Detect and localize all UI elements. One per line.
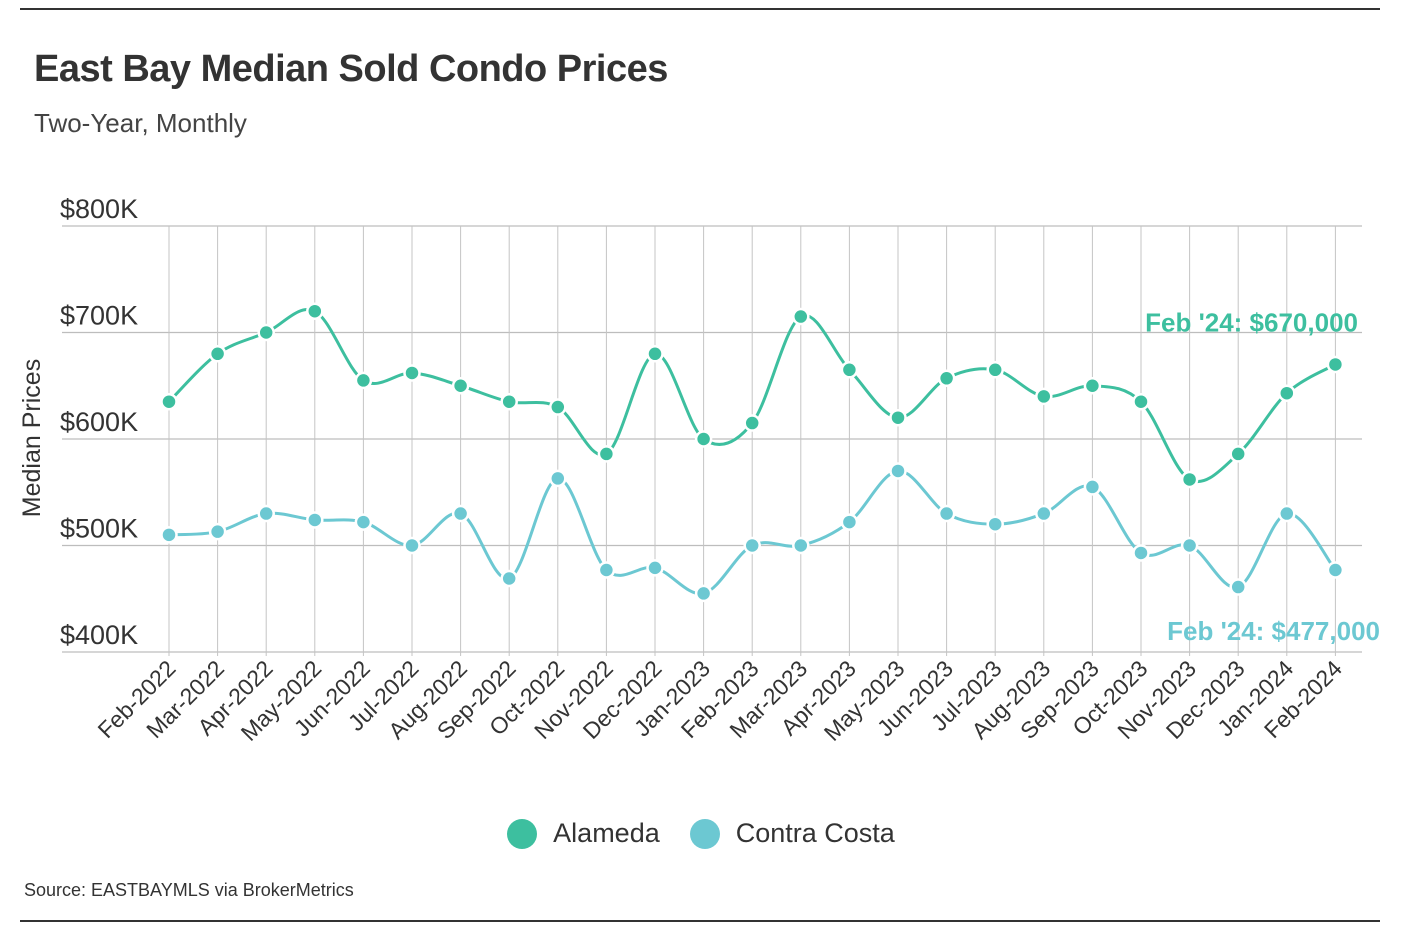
data-point-alameda[interactable] [306, 302, 324, 320]
data-point-alameda[interactable] [743, 414, 761, 432]
data-point-alameda[interactable] [937, 369, 956, 388]
data-point-contra-costa[interactable] [646, 559, 664, 577]
y-tick-label: $700K [60, 301, 138, 331]
data-point-alameda[interactable] [1132, 392, 1150, 411]
data-point-contra-costa[interactable] [451, 504, 470, 523]
data-point-contra-costa[interactable] [306, 511, 324, 529]
data-point-contra-costa[interactable] [792, 536, 810, 555]
chart-subtitle: Two-Year, Monthly [34, 108, 247, 138]
data-point-contra-costa[interactable] [549, 469, 567, 488]
legend-item-alameda[interactable]: Alameda [507, 818, 660, 849]
data-point-contra-costa[interactable] [937, 504, 956, 523]
legend: Alameda Contra Costa [0, 818, 1402, 849]
y-tick-label: $500K [60, 514, 138, 544]
data-point-alameda[interactable] [1180, 470, 1199, 489]
x-axis-ticks: Feb-2022Mar-2022Apr-2022May-2022Jun-2022… [93, 655, 1348, 746]
data-point-contra-costa[interactable] [354, 513, 373, 531]
data-point-alameda[interactable] [1035, 387, 1053, 406]
annotation-contra-costa: Feb '24: $477,000 [1167, 616, 1380, 646]
data-point-contra-costa[interactable] [1278, 504, 1296, 523]
legend-label-alameda: Alameda [553, 818, 660, 848]
data-point-contra-costa[interactable] [1180, 536, 1199, 555]
chart-title: East Bay Median Sold Condo Prices [34, 48, 668, 90]
data-point-contra-costa[interactable] [1229, 578, 1247, 596]
annotations: Feb '24: $670,000 Feb '24: $477,000 [1145, 307, 1380, 646]
legend-swatch-alameda [507, 818, 538, 849]
annotation-alameda: Feb '24: $670,000 [1145, 307, 1358, 337]
top-rule [20, 8, 1380, 10]
data-point-alameda[interactable] [354, 371, 373, 390]
data-point-alameda[interactable] [1278, 384, 1296, 402]
data-point-alameda[interactable] [889, 408, 907, 427]
data-point-alameda[interactable] [986, 361, 1004, 379]
data-point-alameda[interactable] [694, 430, 713, 448]
data-point-alameda[interactable] [549, 398, 567, 416]
data-point-alameda[interactable] [1229, 445, 1247, 463]
data-point-alameda[interactable] [208, 345, 227, 363]
data-point-alameda[interactable] [1083, 377, 1102, 395]
data-point-alameda[interactable] [403, 364, 421, 382]
y-tick-label: $600K [60, 407, 138, 437]
data-point-alameda[interactable] [840, 361, 859, 379]
y-axis-ticks: $400K $500K $600K $700K $800K [60, 194, 138, 650]
data-point-alameda[interactable] [646, 345, 664, 363]
legend-label-contra-costa: Contra Costa [735, 818, 895, 848]
series-points [160, 302, 1345, 603]
data-point-contra-costa[interactable] [1326, 561, 1345, 579]
y-tick-label: $800K [60, 194, 138, 224]
data-point-contra-costa[interactable] [597, 561, 616, 579]
data-point-contra-costa[interactable] [257, 504, 275, 523]
data-point-alameda[interactable] [160, 392, 178, 411]
data-point-contra-costa[interactable] [208, 522, 227, 541]
data-point-alameda[interactable] [257, 323, 275, 342]
data-point-contra-costa[interactable] [694, 584, 713, 603]
data-point-alameda[interactable] [1326, 355, 1345, 374]
data-point-alameda[interactable] [451, 377, 470, 395]
y-tick-label: $400K [60, 620, 138, 650]
data-point-contra-costa[interactable] [1035, 504, 1053, 523]
data-point-contra-costa[interactable] [986, 515, 1004, 533]
data-point-contra-costa[interactable] [889, 462, 907, 480]
legend-item-contra-costa[interactable]: Contra Costa [689, 818, 895, 849]
bottom-rule [20, 920, 1380, 922]
data-point-contra-costa[interactable] [160, 526, 178, 544]
data-point-alameda[interactable] [792, 307, 810, 326]
legend-swatch-contra-costa [689, 818, 720, 849]
data-point-contra-costa[interactable] [1132, 544, 1150, 562]
y-axis-label: Median Prices [18, 359, 46, 517]
data-point-contra-costa[interactable] [1083, 478, 1102, 496]
data-point-contra-costa[interactable] [840, 513, 859, 531]
source-note: Source: EASTBAYMLS via BrokerMetrics [24, 880, 354, 900]
data-point-contra-costa[interactable] [743, 536, 761, 555]
data-point-alameda[interactable] [500, 392, 518, 411]
data-point-contra-costa[interactable] [500, 569, 518, 588]
data-point-alameda[interactable] [597, 445, 616, 463]
data-point-contra-costa[interactable] [403, 536, 421, 555]
